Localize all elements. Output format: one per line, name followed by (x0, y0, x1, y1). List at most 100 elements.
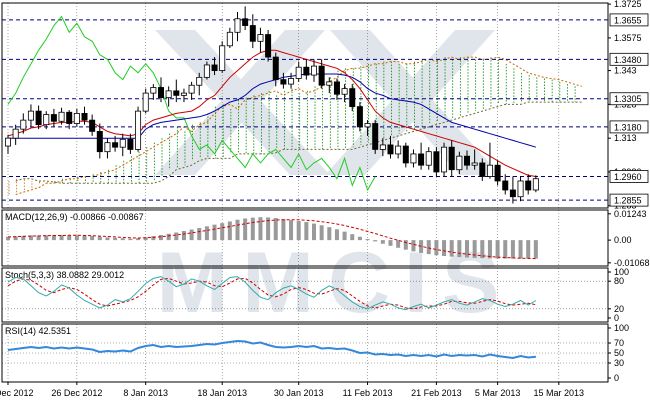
candle-body (471, 162, 478, 166)
macd-bar (51, 235, 56, 241)
candle-body (188, 84, 195, 94)
candle (211, 57, 218, 76)
macd-bar (411, 240, 416, 252)
candle-body (265, 34, 272, 58)
macd-bar (403, 240, 408, 250)
stoch-y-tick-label: 100 (614, 267, 629, 277)
rsi-line (7, 339, 536, 360)
candle-body (333, 81, 340, 95)
macd-panel-frame (1, 209, 609, 267)
candle (157, 77, 164, 103)
candle (58, 107, 65, 125)
macd-bar (227, 221, 232, 241)
candle-body (532, 178, 539, 191)
macd-bar (181, 231, 186, 241)
kijun-sen (8, 73, 537, 148)
macd-bar (67, 235, 72, 241)
x-tick-label: 18 Jan 2013 (197, 388, 247, 398)
candle-body (441, 146, 448, 173)
candle (119, 133, 126, 157)
macd-bar (128, 238, 133, 241)
candle-body (112, 142, 119, 148)
macd-bar (465, 240, 469, 258)
macd-bar (143, 237, 148, 241)
candle (463, 150, 470, 170)
candle (43, 111, 50, 130)
macd-bar (472, 240, 477, 258)
level-label: 1.3480 (614, 55, 642, 65)
macd-bar (266, 217, 271, 241)
candle-body (119, 138, 126, 148)
macd-bar (426, 240, 431, 255)
stoch-k-line (7, 276, 537, 311)
candle-body (219, 45, 226, 71)
candle (89, 114, 96, 136)
candle (303, 59, 310, 80)
candle (395, 140, 402, 159)
candle (180, 88, 187, 103)
macd-bar (449, 240, 454, 257)
macd-bar (44, 235, 49, 241)
macd-bar (113, 237, 118, 241)
macd-bar (220, 223, 225, 241)
macd-bar (166, 233, 171, 241)
candle (104, 138, 111, 159)
macd-bar (373, 240, 378, 242)
macd-bar (212, 224, 217, 241)
macd-bar (59, 235, 64, 241)
level-label-bg (609, 52, 649, 66)
macd-label: MACD(12,26,9) -0.00866 -0.00867 (5, 212, 144, 222)
macd-bar (189, 229, 194, 241)
candle (425, 147, 432, 170)
candle-body (43, 114, 50, 126)
macd-bar (204, 226, 209, 241)
candle (356, 102, 363, 132)
candle (257, 27, 264, 53)
macd-bar (151, 236, 156, 241)
candle (66, 110, 73, 130)
macd-bar (296, 221, 301, 241)
candle (410, 149, 417, 168)
candle-body (280, 79, 287, 85)
macd-bar (174, 232, 179, 241)
candle (310, 59, 317, 82)
candle (517, 176, 524, 202)
ichimoku-cloud (8, 57, 576, 195)
candle-body (395, 145, 402, 155)
macd-bar (334, 229, 339, 241)
candle-body (349, 88, 356, 108)
macd-bar (388, 240, 393, 246)
level-label: 1.3180 (614, 122, 642, 132)
candle-body (73, 112, 80, 124)
candle-body (387, 144, 394, 155)
candle (50, 108, 57, 127)
macd-bar (36, 235, 41, 241)
macd-bar (480, 240, 485, 259)
candle-body (463, 155, 470, 166)
level-label-box: 1.2960 (609, 170, 649, 183)
candle-body (142, 92, 149, 112)
candle-body (318, 65, 325, 86)
candle (196, 72, 203, 96)
candle (379, 138, 386, 157)
candle-body (295, 66, 302, 79)
candle-body (486, 164, 493, 177)
candle (12, 124, 19, 145)
candle (219, 41, 226, 73)
candle (364, 120, 371, 136)
candle-body (150, 87, 157, 94)
candle (20, 113, 27, 134)
candle-body (310, 65, 317, 76)
macd-bar (342, 231, 347, 241)
candle-body (356, 106, 363, 128)
candle-body (196, 76, 203, 86)
candle (249, 14, 256, 49)
candle-body (203, 64, 210, 78)
candle-body (525, 180, 532, 191)
candle (165, 86, 172, 107)
candle (234, 12, 241, 42)
level-label-box: 1.3305 (609, 92, 649, 106)
rsi-y-tick-label: 0 (614, 373, 619, 383)
